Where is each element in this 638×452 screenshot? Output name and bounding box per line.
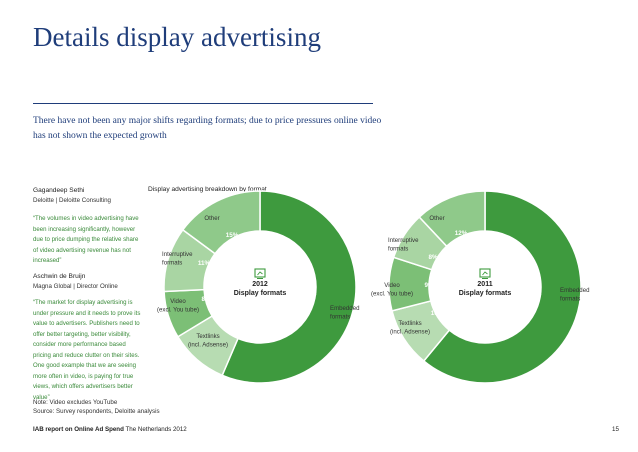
page-number: 15 <box>612 426 619 433</box>
center-label-2011: Display formats <box>459 290 512 297</box>
category-label-2011-3: Interruptive formats <box>388 237 419 253</box>
pct-label-2011-4: 12% <box>455 230 468 237</box>
slice-2012-4 <box>181 190 261 255</box>
page-subtitle: There have not been any major shifts reg… <box>33 116 382 141</box>
slice-2012-0 <box>221 190 357 384</box>
person-2-role: Magna Global | Director Online <box>33 283 118 290</box>
category-label-2011-1: Textlinks (incl. Adsense) <box>390 320 430 336</box>
slice-2011-0 <box>422 190 582 384</box>
footer-report: IAB report on Online Ad Spend The Nether… <box>33 426 187 433</box>
footer-report-rest: The Netherlands 2012 <box>123 426 187 433</box>
category-label-2012-3: Interruptive formats <box>162 251 193 267</box>
person-2-quote: “The market for display advertising is u… <box>33 299 141 401</box>
category-label-2012-2: Video (excl. You tube) <box>157 298 199 314</box>
category-label-2012-1: Textlinks (incl. Adsense) <box>188 333 228 349</box>
pct-label-2012-2: 8% <box>201 296 211 303</box>
title-divider <box>33 103 373 104</box>
donut-hole-2011 <box>430 232 540 342</box>
category-label-2011-0: Embedded formats <box>560 287 589 303</box>
monitor-icon <box>254 268 266 279</box>
pct-label-2011-3: 8% <box>428 254 438 261</box>
category-label-2011-2: Video (excl. You tube) <box>371 282 413 298</box>
pct-label-2011-2: 9% <box>424 282 434 289</box>
monitor-icon <box>479 268 491 279</box>
slice-2011-4 <box>418 190 486 248</box>
pct-label-2012-4: 15% <box>226 232 239 239</box>
center-year-2012: 2012 <box>252 281 268 288</box>
chart-heading: Display advertising breakdown by format <box>148 186 267 193</box>
center-year-2011: 2011 <box>477 281 492 288</box>
category-label-2012-0: Embedded formats <box>330 305 359 321</box>
center-label-2012: Display formats <box>234 290 287 297</box>
footer-report-bold: IAB report on Online Ad Spend <box>33 426 124 433</box>
person-1-name: Gagandeep Sethi <box>33 187 85 194</box>
donut-hole-2012 <box>205 232 315 342</box>
note-text: Note: Video excludes YouTube <box>33 399 118 406</box>
person-1-quote: “The volumes in video advertising have b… <box>33 215 139 264</box>
person-2-name: Aschwin de Bruijn <box>33 273 86 280</box>
category-label-2012-4: Other <box>204 215 219 222</box>
person-1-role: Deloitte | Deloitte Consulting <box>33 197 111 204</box>
pct-label-2012-3: 11% <box>198 260 211 267</box>
source-text: Source: Survey respondents, Deloitte ana… <box>33 408 160 415</box>
category-label-2011-4: Other <box>429 215 444 222</box>
page-title: Details display advertising <box>33 22 321 52</box>
